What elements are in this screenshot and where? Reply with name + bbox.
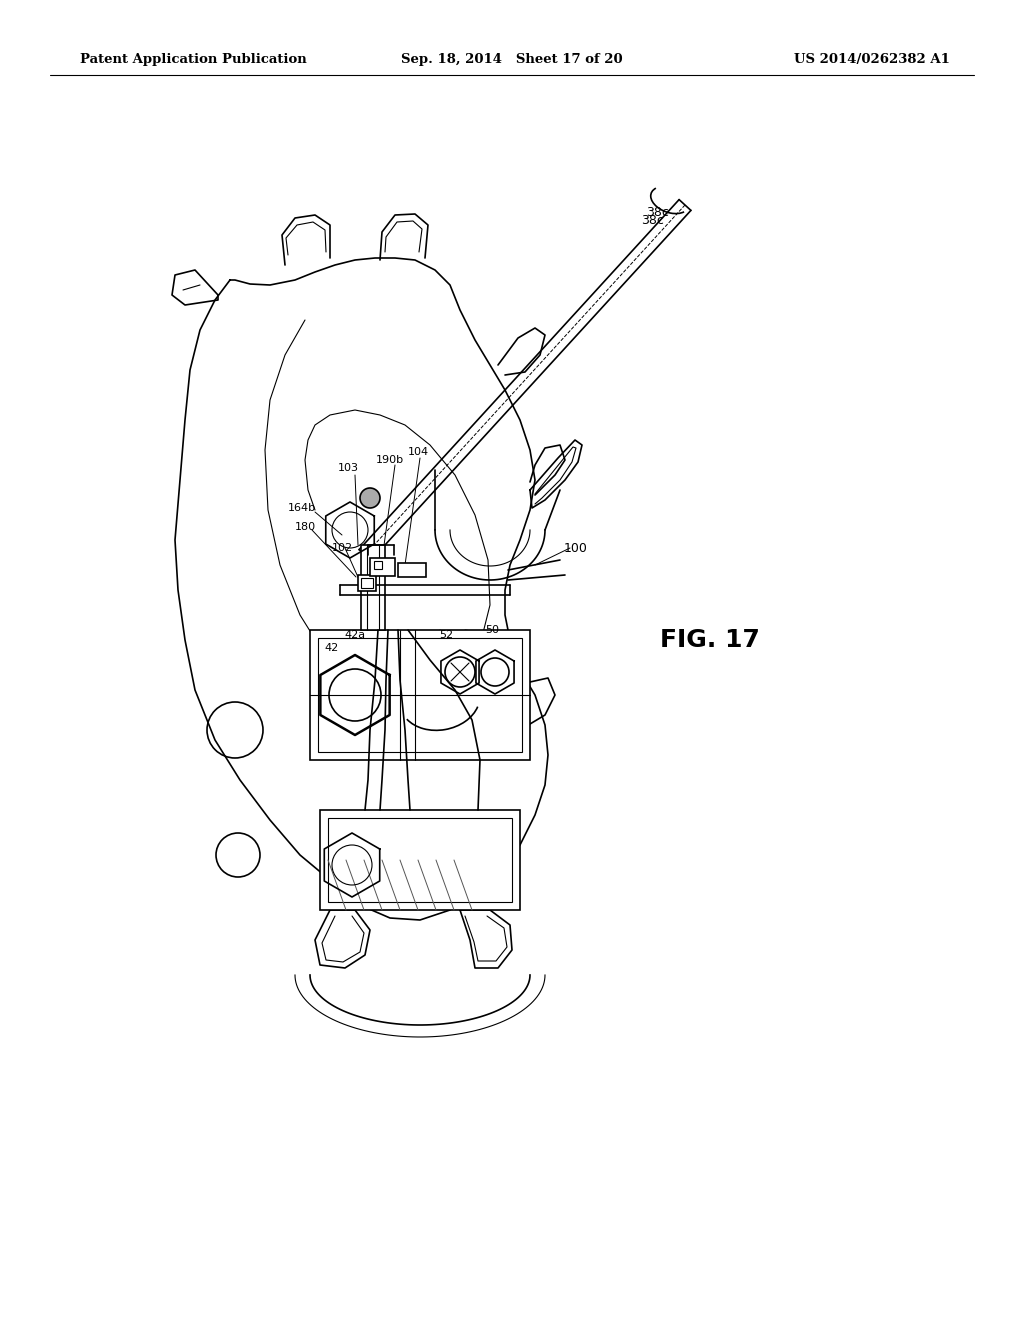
Bar [361, 578, 373, 587]
Bar [319, 810, 520, 909]
Text: 100: 100 [564, 541, 588, 554]
Text: 180: 180 [295, 521, 315, 532]
Text: 38c: 38c [646, 206, 670, 219]
Bar [318, 638, 522, 752]
Text: 42a: 42a [344, 630, 366, 640]
Circle shape [360, 488, 380, 508]
Text: 52: 52 [439, 630, 453, 640]
Bar [398, 564, 426, 577]
Bar [358, 576, 376, 591]
Text: 164b: 164b [288, 503, 316, 513]
Bar [370, 558, 395, 576]
Bar [361, 545, 385, 630]
Text: 38c: 38c [642, 214, 665, 227]
Bar [328, 818, 512, 902]
Bar [374, 561, 382, 569]
Text: 190b: 190b [376, 455, 404, 465]
Bar [310, 630, 530, 760]
Text: 104: 104 [408, 447, 429, 457]
Text: 102: 102 [332, 543, 352, 553]
Text: 50: 50 [485, 624, 499, 635]
Text: 103: 103 [338, 463, 358, 473]
Text: Patent Application Publication: Patent Application Publication [80, 54, 307, 66]
Text: Sep. 18, 2014   Sheet 17 of 20: Sep. 18, 2014 Sheet 17 of 20 [401, 54, 623, 66]
Text: US 2014/0262382 A1: US 2014/0262382 A1 [795, 54, 950, 66]
Text: FIG. 17: FIG. 17 [660, 628, 760, 652]
Text: 42: 42 [325, 643, 339, 653]
